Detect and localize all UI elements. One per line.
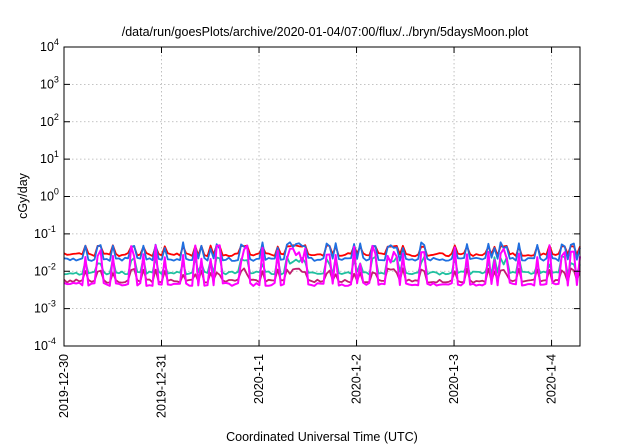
y-tick-base: 10 [40,40,54,54]
y-tick-exponent: -4 [48,336,56,346]
y-tick-label: 100 [40,187,59,204]
y-tick-base: 10 [34,339,48,353]
y-tick-label: 10-1 [34,224,56,241]
y-tick-base: 10 [34,302,48,316]
x-tick-label: 2020-1-2 [350,354,364,404]
y-axis-label: cGy/day [16,172,30,219]
y-tick-label: 102 [40,112,59,129]
x-ticks: 2019-12-30 2019-12-31 2020-1-1 2020-1-2 2020… [57,47,559,418]
y-tick-exponent: 4 [54,37,59,47]
y-tick-exponent: 0 [54,187,59,197]
y-tick-label: 10-2 [34,261,56,278]
series-line [63,267,581,284]
y-tick-base: 10 [34,227,48,241]
y-tick-label: 10-4 [34,336,56,353]
y-tick-exponent: -3 [48,299,56,309]
series-group [63,241,581,287]
y-tick-exponent: 1 [54,149,59,159]
y-tick-base: 10 [34,264,48,278]
x-tick-label: 2020-1-3 [447,354,461,404]
y-tick-exponent: 3 [54,74,59,84]
y-tick-exponent: -2 [48,261,56,271]
y-tick-label: 104 [40,37,59,54]
y-tick-label: 101 [40,149,59,166]
series-line [63,244,581,287]
y-tick-base: 10 [40,77,54,91]
series-line [63,241,581,262]
x-tick-label: 2019-12-31 [155,354,169,418]
y-tick-base: 10 [40,152,54,166]
y-tick-label: 10-3 [34,299,56,316]
chart-title: /data/run/goesPlots/archive/2020-01-04/0… [122,25,529,39]
x-axis-label: Coordinated Universal Time (UTC) [226,430,418,444]
y-tick-label: 103 [40,74,59,91]
x-tick-label: 2020-1-1 [252,354,266,404]
x-tick-label: 2019-12-30 [57,354,71,418]
y-tick-exponent: 2 [54,112,59,122]
grid [64,47,580,346]
y-tick-base: 10 [40,115,54,129]
y-tick-exponent: -1 [48,224,56,234]
y-tick-base: 10 [40,190,54,204]
x-tick-label: 2020-1-4 [545,354,559,404]
